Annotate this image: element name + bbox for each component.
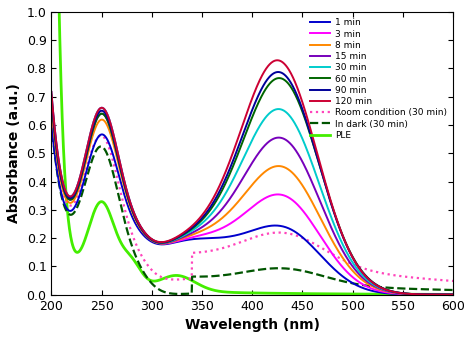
X-axis label: Wavelength (nm): Wavelength (nm) (185, 318, 320, 332)
Legend: 1 min, 3 min, 8 min, 15 min, 30 min, 60 min, 90 min, 120 min, Room condition (30: 1 min, 3 min, 8 min, 15 min, 30 min, 60 … (309, 17, 448, 142)
Y-axis label: Absorbance (a.u.): Absorbance (a.u.) (7, 83, 21, 223)
